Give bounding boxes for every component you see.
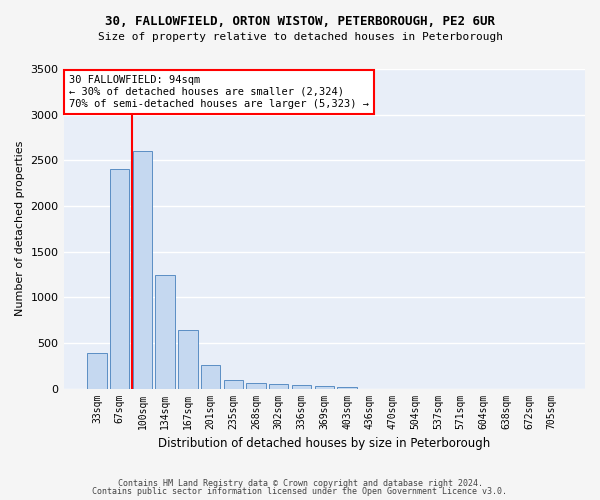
Text: 30 FALLOWFIELD: 94sqm
← 30% of detached houses are smaller (2,324)
70% of semi-d: 30 FALLOWFIELD: 94sqm ← 30% of detached …	[69, 76, 369, 108]
Bar	[155, 276, 175, 388]
X-axis label: Distribution of detached houses by size in Peterborough: Distribution of detached houses by size …	[158, 437, 490, 450]
Bar	[247, 383, 266, 388]
Text: Size of property relative to detached houses in Peterborough: Size of property relative to detached ho…	[97, 32, 503, 42]
Bar	[110, 170, 130, 388]
Text: Contains public sector information licensed under the Open Government Licence v3: Contains public sector information licen…	[92, 487, 508, 496]
Bar	[224, 380, 243, 388]
Bar	[314, 386, 334, 388]
Bar	[269, 384, 289, 388]
Text: 30, FALLOWFIELD, ORTON WISTOW, PETERBOROUGH, PE2 6UR: 30, FALLOWFIELD, ORTON WISTOW, PETERBORO…	[105, 15, 495, 28]
Bar	[201, 366, 220, 388]
Bar	[133, 151, 152, 388]
Bar	[87, 353, 107, 388]
Bar	[292, 385, 311, 388]
Text: Contains HM Land Registry data © Crown copyright and database right 2024.: Contains HM Land Registry data © Crown c…	[118, 478, 482, 488]
Y-axis label: Number of detached properties: Number of detached properties	[15, 141, 25, 316]
Bar	[337, 386, 356, 388]
Bar	[178, 330, 197, 388]
